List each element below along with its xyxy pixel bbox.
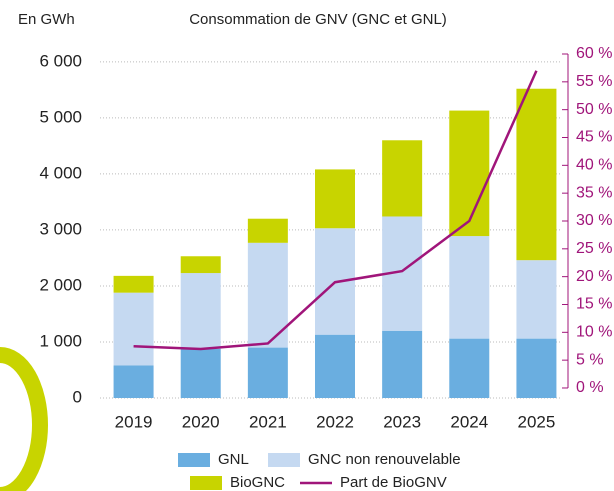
y-tick-label: 5 000: [39, 107, 82, 126]
y2-tick-label: 15 %: [576, 296, 612, 313]
legend-label: Part de BioGNV: [340, 474, 447, 491]
y2-tick-label: 40 %: [576, 157, 612, 174]
bar-segment: [180, 256, 221, 274]
bar-segment: [180, 348, 221, 398]
bar-segment: [247, 347, 288, 398]
bar-segment: [113, 292, 154, 366]
bar-segment: [315, 334, 355, 398]
x-tick-label: 2025: [518, 412, 556, 431]
x-tick-label: 2024: [450, 412, 488, 431]
y2-tick-label: 50 %: [576, 101, 612, 118]
y-tick-label: 0: [73, 387, 82, 406]
bar-segment: [113, 365, 154, 398]
y2-tick-label: 45 %: [576, 129, 612, 146]
y2-tick-label: 55 %: [576, 73, 612, 90]
bar-segment: [516, 260, 557, 339]
legend-label: GNC non renouvelable: [308, 451, 461, 468]
y2-tick-label: 25 %: [576, 240, 612, 257]
bar-segment: [516, 338, 557, 398]
x-tick-label: 2019: [115, 412, 153, 431]
bar-segment: [315, 169, 355, 229]
y-axis-label: En GWh: [18, 11, 75, 28]
line: [133, 70, 538, 351]
bar-segment: [449, 338, 490, 398]
bar-segment: [180, 273, 221, 349]
bar-segment: [247, 218, 288, 243]
y2-tick-label: 0 %: [576, 379, 604, 396]
y2-tick-label: 10 %: [576, 324, 612, 341]
y2-tick-label: 30 %: [576, 212, 612, 229]
bar-segment: [382, 140, 423, 217]
legend-swatch: [178, 453, 210, 467]
y-tick-label: 1 000: [39, 331, 82, 350]
legend-label: BioGNC: [230, 474, 285, 491]
bar-segment: [516, 88, 557, 261]
y2-tick-label: 5 %: [576, 351, 604, 368]
decoration: [0, 347, 48, 491]
y2-tick-label: 60 %: [576, 45, 612, 62]
x-tick-label: 2020: [182, 412, 220, 431]
x-tick-label: 2023: [383, 412, 421, 431]
bar-segment: [449, 236, 490, 339]
x-tick-label: 2022: [316, 412, 354, 431]
y2-tick-label: 35 %: [576, 184, 612, 201]
legend-swatch: [190, 476, 222, 490]
bar-segment: [449, 110, 490, 237]
chart-title: Consommation de GNV (GNC et GNL): [189, 11, 447, 28]
y-tick-label: 3 000: [39, 219, 82, 238]
bar-segment: [113, 275, 154, 293]
legend-label: GNL: [218, 451, 249, 468]
legend-swatch: [268, 453, 300, 467]
y2-tick-label: 20 %: [576, 268, 612, 285]
y-tick-label: 2 000: [39, 275, 82, 294]
bar-segment: [382, 330, 423, 398]
y-tick-label: 4 000: [39, 163, 82, 182]
x-tick-label: 2021: [249, 412, 287, 431]
y-tick-label: 6 000: [39, 51, 82, 70]
